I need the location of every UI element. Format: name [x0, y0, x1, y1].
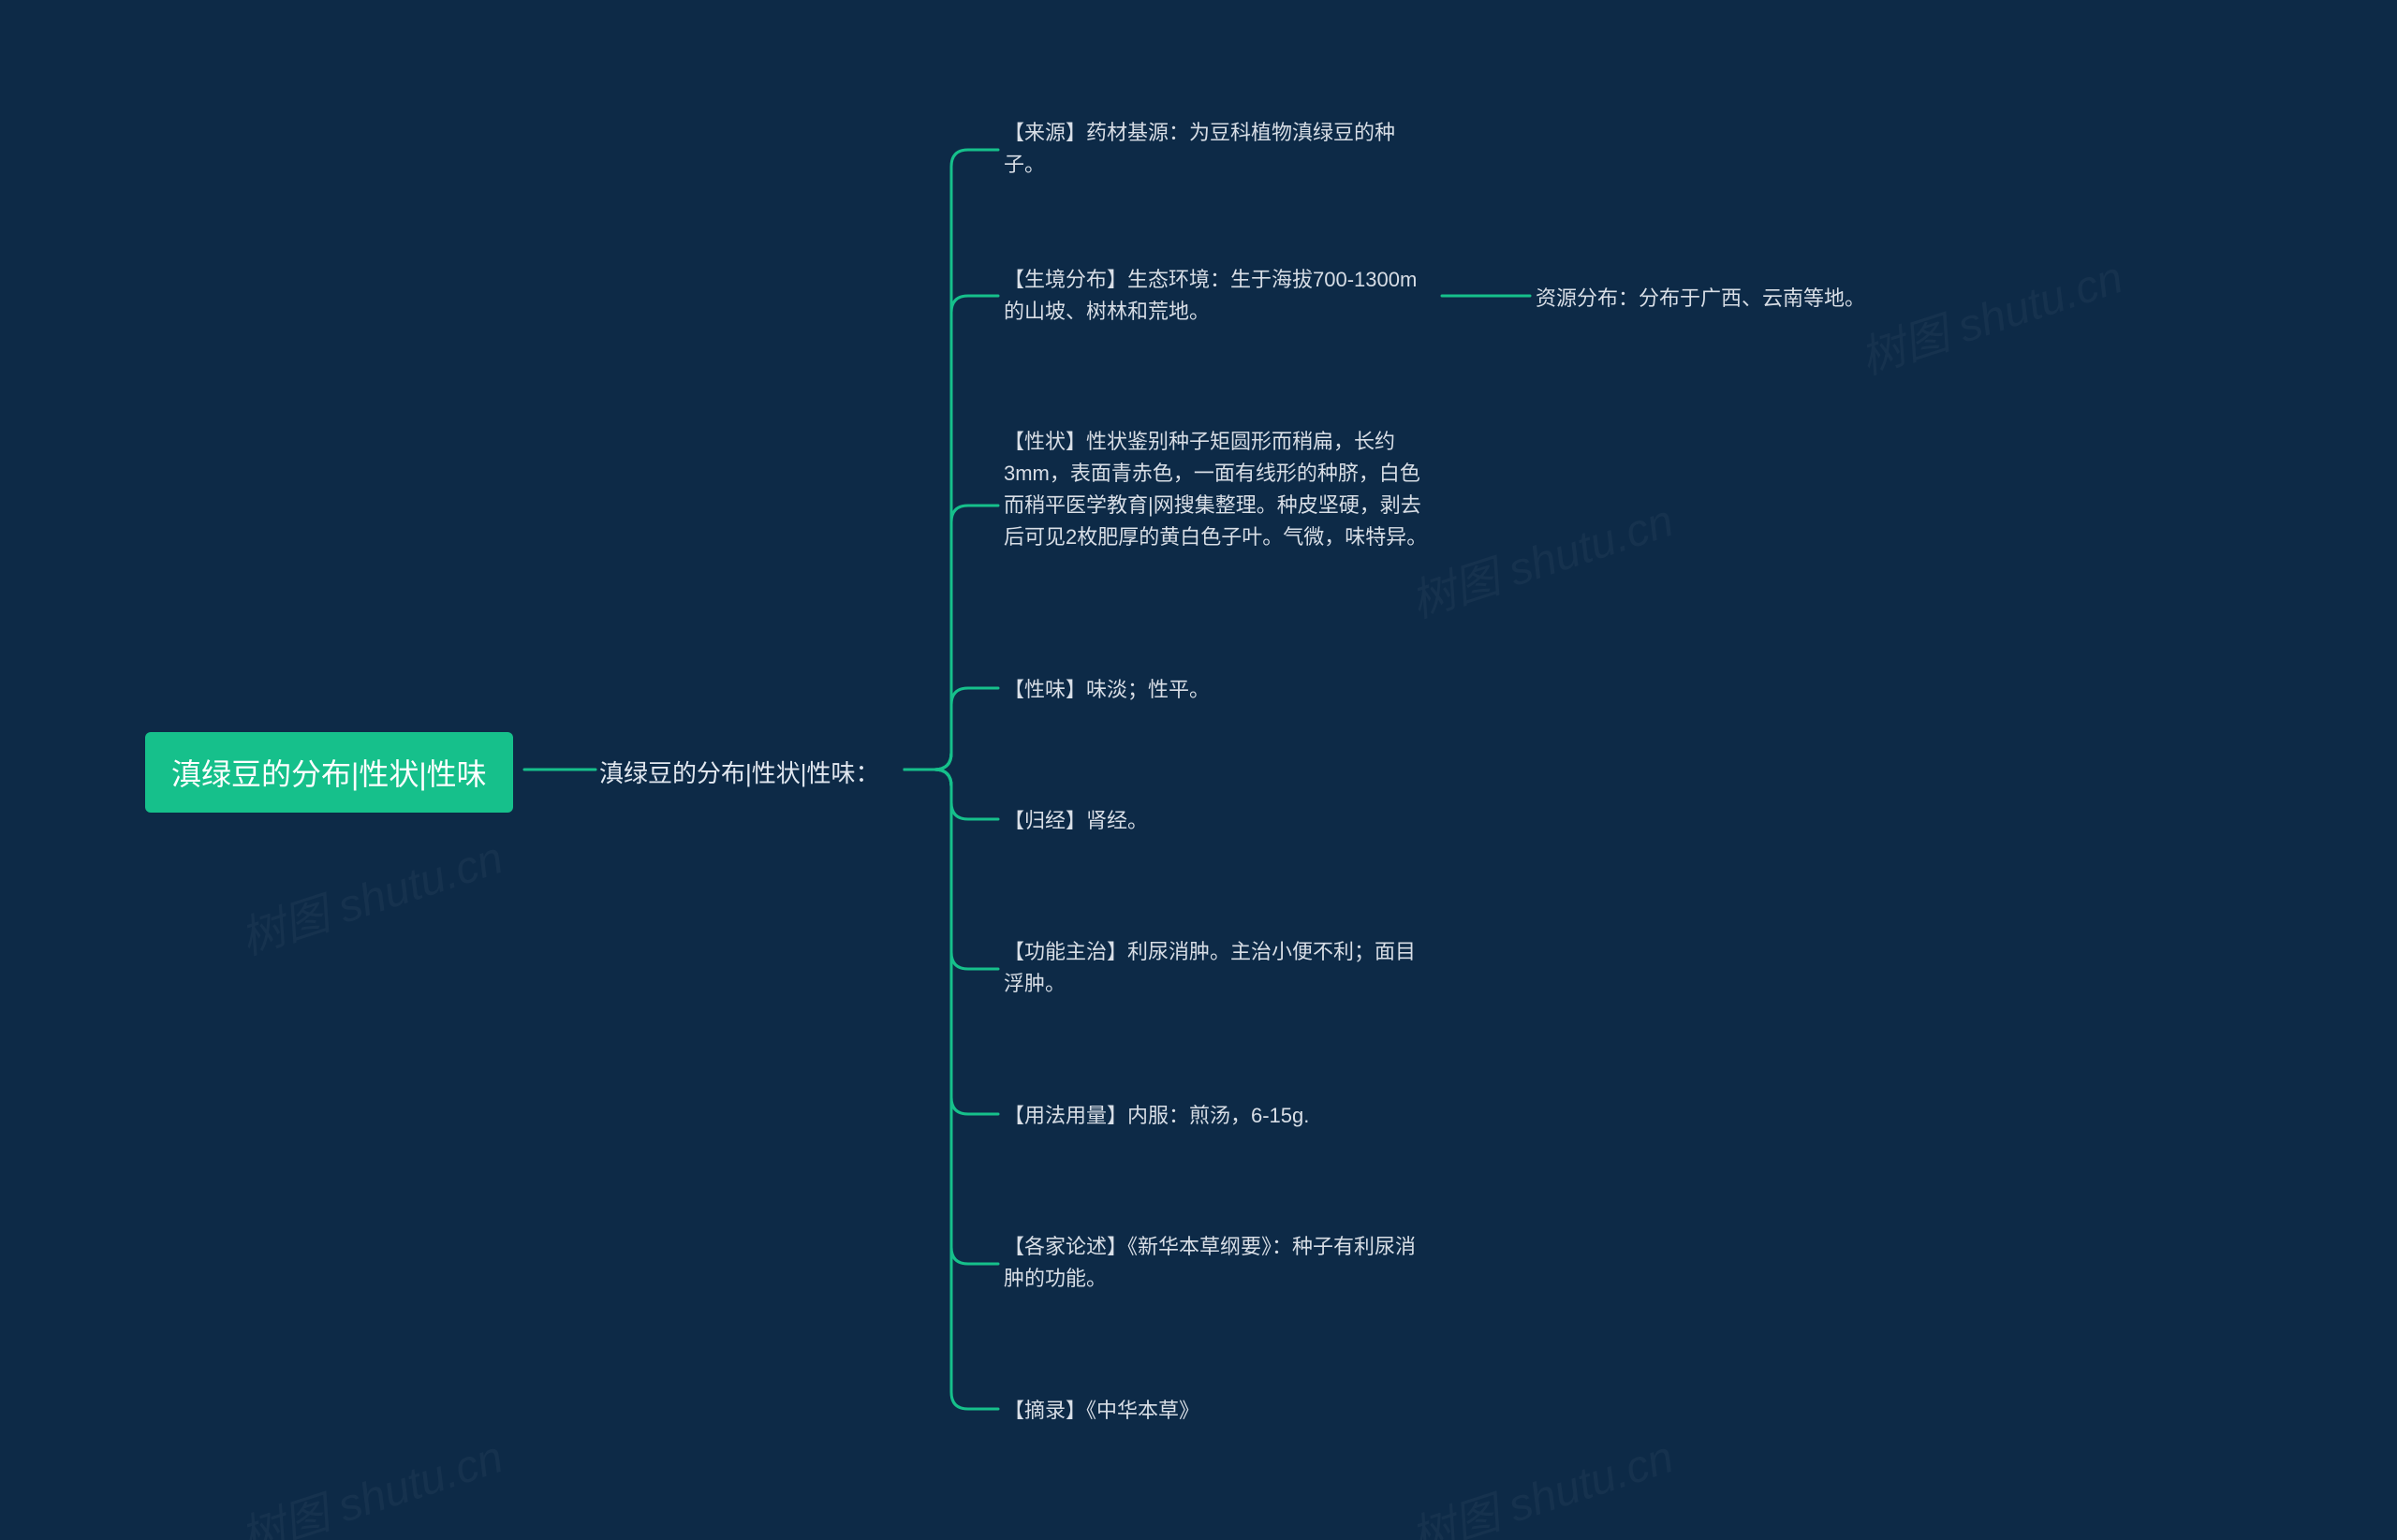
- level1-node[interactable]: 滇绿豆的分布|性状|性味：: [599, 755, 880, 789]
- level2-node[interactable]: 【归经】肾经。: [1004, 805, 1434, 837]
- level2-node[interactable]: 【摘录】《中华本草》: [1004, 1395, 1434, 1427]
- level2-label: 【归经】肾经。: [1004, 809, 1148, 832]
- level2-node[interactable]: 【用法用量】内服：煎汤，6-15g.: [1004, 1100, 1434, 1132]
- level2-label: 【摘录】《中华本草》: [1004, 1399, 1199, 1422]
- level2-node[interactable]: 【性状】性状鉴别种子矩圆形而稍扁，长约3mm，表面青赤色，一面有线形的种脐，白色…: [1004, 426, 1434, 553]
- level2-label: 【各家论述】《新华本草纲要》：种子有利尿消肿的功能。: [1004, 1235, 1416, 1290]
- level2-node[interactable]: 【性味】味淡；性平。: [1004, 674, 1434, 706]
- level2-node[interactable]: 【功能主治】利尿消肿。主治小便不利；面目浮肿。: [1004, 936, 1434, 1000]
- level2-node[interactable]: 【各家论述】《新华本草纲要》：种子有利尿消肿的功能。: [1004, 1231, 1434, 1295]
- level2-node[interactable]: 【来源】药材基源：为豆科植物滇绿豆的种子。: [1004, 117, 1434, 181]
- level3-label: 资源分布：分布于广西、云南等地。: [1536, 286, 1865, 310]
- level3-node[interactable]: 资源分布：分布于广西、云南等地。: [1536, 283, 1865, 315]
- level2-label: 【生境分布】生态环境：生于海拔700-1300m的山坡、树林和荒地。: [1004, 268, 1417, 323]
- level2-node[interactable]: 【生境分布】生态环境：生于海拔700-1300m的山坡、树林和荒地。: [1004, 264, 1434, 328]
- level2-label: 【功能主治】利尿消肿。主治小便不利；面目浮肿。: [1004, 940, 1416, 995]
- level2-label: 【性状】性状鉴别种子矩圆形而稍扁，长约3mm，表面青赤色，一面有线形的种脐，白色…: [1004, 430, 1427, 549]
- level2-label: 【性味】味淡；性平。: [1004, 678, 1210, 701]
- level2-label: 【来源】药材基源：为豆科植物滇绿豆的种子。: [1004, 121, 1395, 176]
- level1-label: 滇绿豆的分布|性状|性味：: [599, 759, 880, 787]
- root-label: 滇绿豆的分布|性状|性味: [171, 757, 487, 791]
- root-node[interactable]: 滇绿豆的分布|性状|性味: [145, 732, 513, 813]
- level2-label: 【用法用量】内服：煎汤，6-15g.: [1004, 1104, 1309, 1127]
